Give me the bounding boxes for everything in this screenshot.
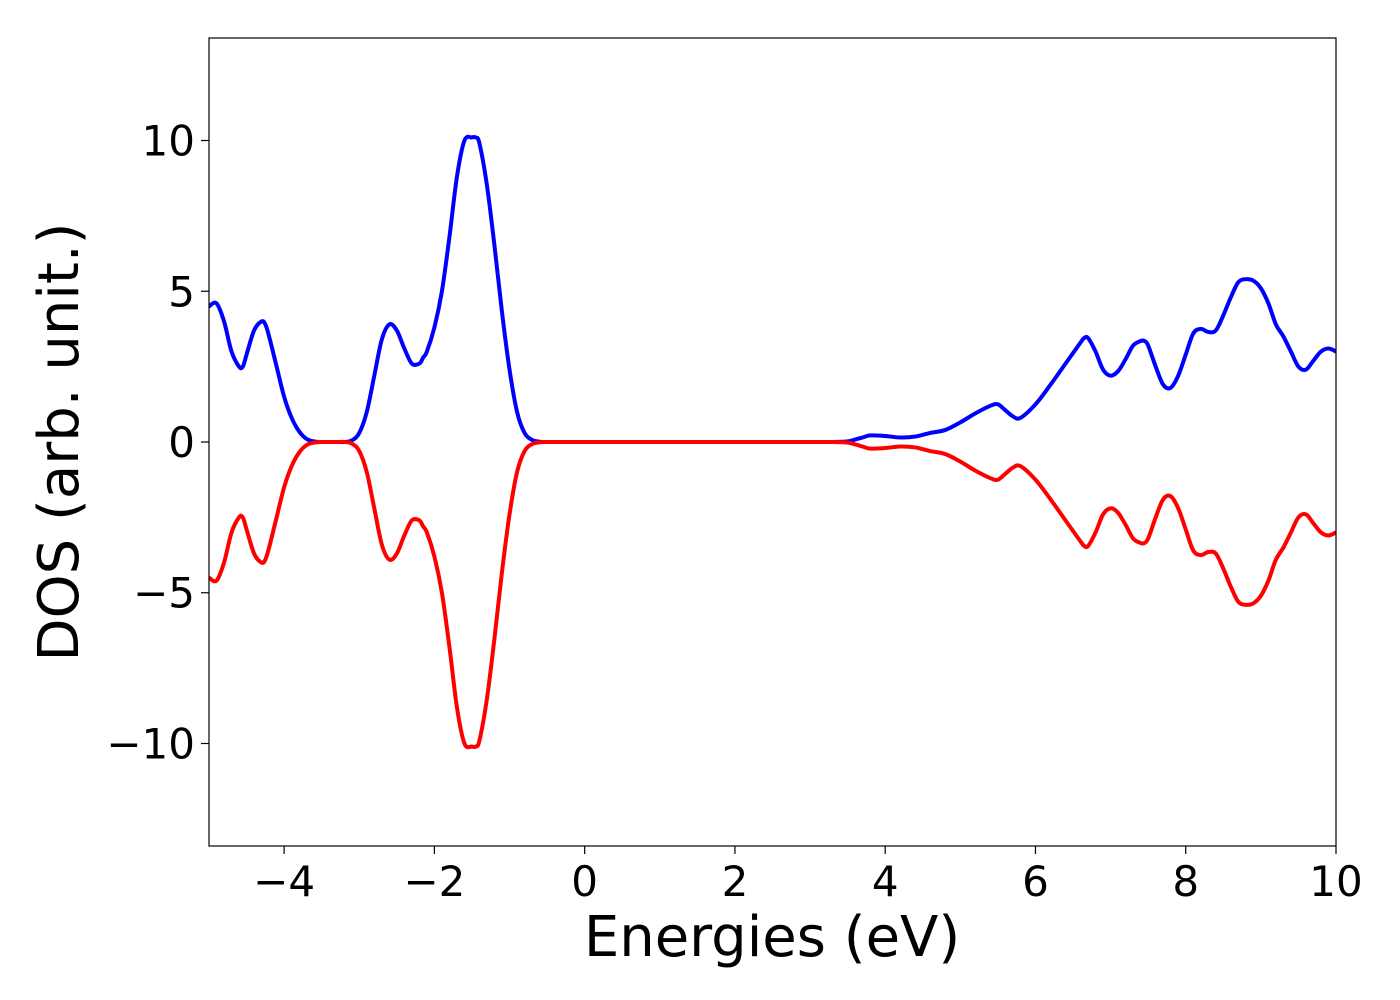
series-layer: [209, 134, 1336, 750]
series-line-2: [209, 439, 1336, 750]
x-axis-title: Energies (eV): [584, 905, 960, 970]
x-tick-label: 0: [571, 857, 598, 906]
x-tick-label: 4: [872, 857, 899, 906]
y-tick-label: −5: [133, 569, 195, 618]
x-tick-label: 6: [1022, 857, 1049, 906]
y-tick-label: −10: [106, 719, 195, 768]
x-tick-label: −2: [403, 857, 465, 906]
x-tick-label: 10: [1309, 857, 1362, 906]
y-axis-ticks: −10 −5 0 5 10: [106, 117, 209, 768]
x-tick-label: −4: [253, 857, 315, 906]
series-line-1: [209, 134, 1336, 445]
y-tick-label: 10: [142, 117, 195, 166]
y-tick-label: 0: [168, 418, 195, 467]
x-tick-label: 2: [722, 857, 749, 906]
x-axis-ticks: −4 −2 0 2 4 6 8 10: [253, 846, 1363, 906]
y-axis-title: DOS (arb. unit.): [27, 222, 92, 661]
x-tick-label: 8: [1172, 857, 1199, 906]
y-tick-label: 5: [168, 267, 195, 316]
